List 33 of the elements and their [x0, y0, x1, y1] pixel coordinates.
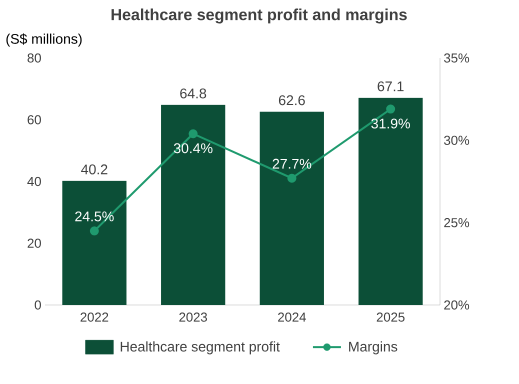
data-label: 40.2 [81, 164, 108, 174]
point [386, 104, 396, 114]
bar [62, 180, 126, 305]
y-tick-label: 60 [28, 115, 41, 124]
bar [260, 112, 324, 305]
x-tick-label: 2025 [376, 312, 405, 322]
bar [358, 98, 423, 305]
point [90, 226, 99, 236]
y-tick-label: 0 [34, 300, 41, 310]
y-tick-label: 20 [28, 238, 41, 248]
legend-label: Margins [349, 341, 398, 354]
data-label: 31.9% [371, 118, 410, 128]
x-tick-label: 2022 [80, 312, 108, 322]
y2-tick-label: 35% [444, 53, 470, 63]
y-tick-label: 80 [28, 53, 41, 63]
point [188, 129, 198, 138]
y-tick-label: 40 [27, 176, 41, 186]
bar [161, 104, 226, 305]
data-label: 67.1 [378, 81, 404, 92]
data-label: 62.6 [278, 95, 305, 106]
y2-tick-label: 30% [444, 136, 470, 145]
x-tick-label: 2024 [278, 312, 306, 322]
data-label: 27.7% [272, 158, 312, 169]
data-label: 64.8 [180, 88, 206, 98]
y-axis-title: (S$ millions) [6, 33, 82, 47]
data-label: 30.4% [174, 143, 212, 154]
y2-tick-label: 20% [444, 300, 470, 310]
legend-label: Healthcare segment profit [120, 341, 280, 354]
y2-tick-label: 25% [444, 218, 470, 228]
chart-title: Healthcare segment profit and margins [112, 8, 407, 24]
point [287, 174, 296, 183]
x-tick-label: 2023 [179, 312, 208, 322]
data-label: 24.5% [75, 211, 114, 222]
